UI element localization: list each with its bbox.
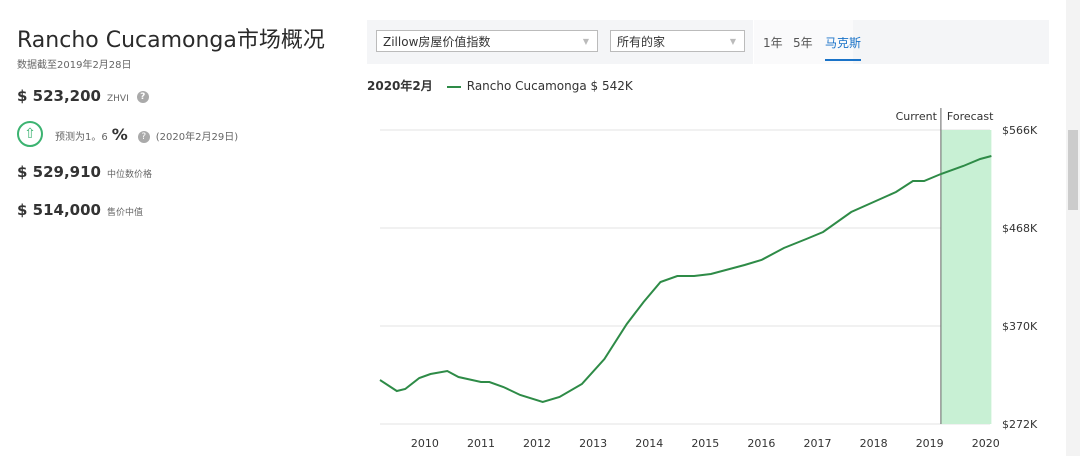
current-label: Current <box>896 110 938 123</box>
y-tick-label: $370K <box>1002 320 1038 333</box>
page-title: Rancho Cucamonga市场概况 <box>17 28 325 53</box>
arrow-up-circle-icon: ⇧ <box>17 121 43 147</box>
chart-legend: 2020年2月 Rancho Cucamonga $ 542K <box>367 77 633 94</box>
help-icon[interactable]: ? <box>136 90 149 103</box>
x-tick-label: 2013 <box>579 437 607 450</box>
data-as-of: 数据截至2019年2月28日 <box>17 60 132 71</box>
scrollbar-track[interactable] <box>1066 0 1080 456</box>
x-tick-label: 2010 <box>411 437 439 450</box>
tab-5-year[interactable]: 5年 <box>793 36 813 50</box>
help-icon[interactable]: ? <box>137 131 150 143</box>
sold-price-value: $ 514,000 <box>17 201 101 219</box>
chevron-down-icon: ▼ <box>729 37 736 46</box>
x-tick-label: 2016 <box>747 437 775 450</box>
x-tick-label: 2011 <box>467 437 495 450</box>
x-tick-label: 2019 <box>916 437 944 450</box>
x-tick-label: 2018 <box>860 437 888 450</box>
list-price-value: $ 529,910 <box>17 163 101 181</box>
x-tick-label: 2015 <box>691 437 719 450</box>
sold-price-label: 售价中值 <box>106 208 143 218</box>
zhvi-label: ZHVI <box>106 94 129 104</box>
metric-select[interactable]: Zillow房屋价值指数 ▼ <box>376 30 598 52</box>
tab-1-year[interactable]: 1年 <box>763 36 783 50</box>
tab-max[interactable]: 马克斯 <box>825 34 862 61</box>
y-tick-label: $468K <box>1002 222 1038 235</box>
sold-price-stat: $ 514,000 售价中值 <box>17 201 143 219</box>
forecast-band <box>940 130 992 424</box>
y-tick-label: $566K <box>1002 124 1038 137</box>
forecast-unit: % <box>111 125 128 144</box>
x-tick-label: 2012 <box>523 437 551 450</box>
chart-toolbar: Zillow房屋价值指数 ▼ 所有的家 ▼ 1年 5年 马克斯 <box>367 20 1049 64</box>
legend-series-name: Rancho Cucamonga $ 542K <box>466 79 633 93</box>
list-price-label: 中位数价格 <box>106 170 152 180</box>
forecast-text: 预测为1。6 <box>55 132 108 143</box>
metric-select-value: Zillow房屋价值指数 <box>383 35 491 49</box>
x-tick-label: 2017 <box>804 437 832 450</box>
list-price-stat: $ 529,910 中位数价格 <box>17 163 152 181</box>
home-type-select-value: 所有的家 <box>617 35 666 49</box>
forecast-date: (2020年2月29日) <box>155 132 239 143</box>
forecast-stat: 预测为1。6%? (2020年2月29日) <box>55 125 238 144</box>
forecast-label: Forecast <box>947 110 994 123</box>
y-tick-label: $272K <box>1002 418 1038 431</box>
x-tick-label: 2020 <box>972 437 1000 450</box>
series-line <box>379 155 992 404</box>
legend-swatch <box>446 85 461 88</box>
scrollbar-thumb[interactable] <box>1068 130 1078 210</box>
legend-date: 2020年2月 <box>367 79 433 93</box>
zhvi-stat: $ 523,200 ZHVI? <box>17 87 149 105</box>
x-tick-label: 2014 <box>635 437 663 450</box>
home-type-select[interactable]: 所有的家 ▼ <box>610 30 745 52</box>
zhvi-value: $ 523,200 <box>17 87 101 105</box>
chevron-down-icon: ▼ <box>582 37 589 46</box>
